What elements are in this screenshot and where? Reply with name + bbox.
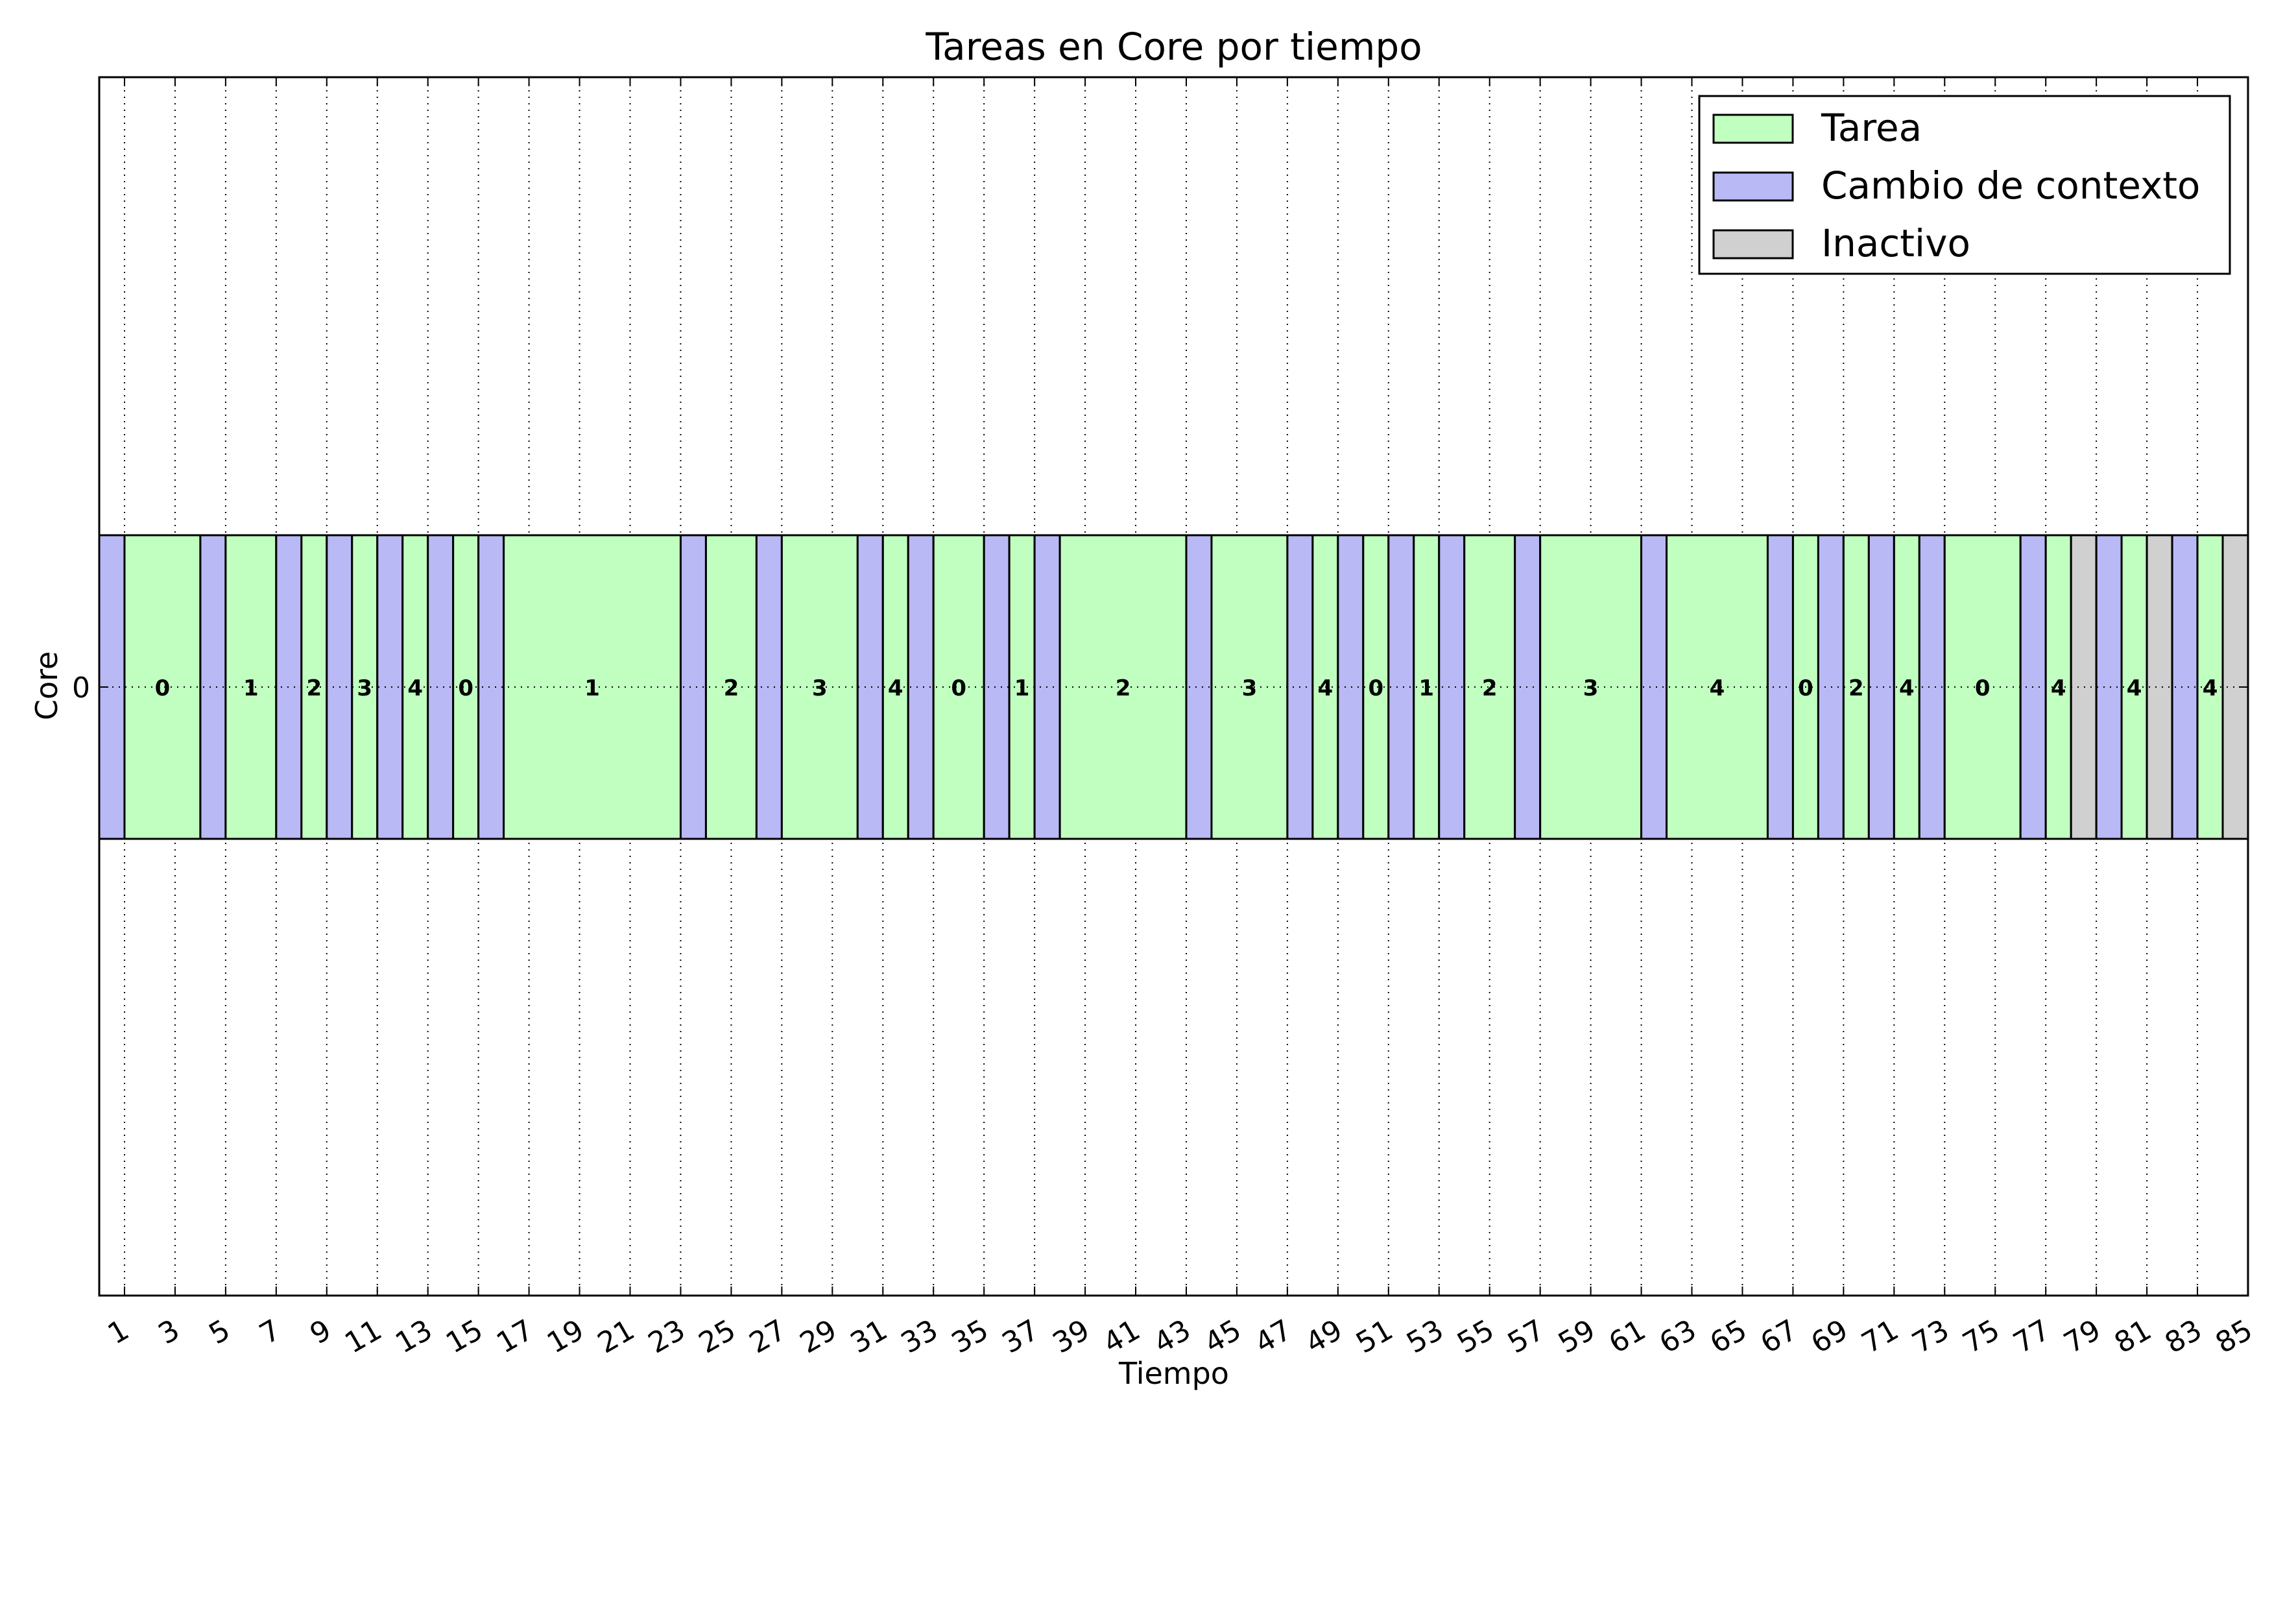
segment-label: 4 — [1710, 675, 1725, 701]
segment-switch — [1514, 534, 1542, 840]
segment-task — [1058, 534, 1188, 840]
segment-label: 4 — [2127, 675, 2142, 701]
y-axis-ticks: 0 — [72, 671, 2248, 705]
y-tick-label: 0 — [72, 671, 90, 705]
segment-label: 3 — [1242, 675, 1258, 701]
segment-label: 1 — [584, 675, 600, 701]
segment-task — [452, 534, 480, 840]
segment-label: 4 — [888, 675, 903, 701]
segment-labels: 0 1 2 3 4 0 1 2 3 4 0 1 2 3 4 0 1 2 3 4 0 2 4 0 4 4 4 — [155, 675, 2218, 701]
legend: Tarea Cambio de contexto Inactivo — [1698, 95, 2231, 275]
segment-label: 2 — [1848, 675, 1864, 701]
segment-task — [123, 534, 202, 840]
segment-label: 3 — [812, 675, 828, 701]
legend-label-idle: Inactivo — [1821, 221, 1970, 265]
segment-switch — [275, 534, 303, 840]
segment-switch — [856, 534, 884, 840]
y-axis-label: Core — [29, 651, 64, 720]
segment-label: 2 — [1116, 675, 1131, 701]
segment-switch — [1337, 534, 1365, 840]
segment-label: 0 — [458, 675, 473, 701]
segment-label: 2 — [1482, 675, 1498, 701]
x-axis-label: Tiempo — [1118, 1356, 1229, 1391]
chart-title: Tareas en Core por tiempo — [925, 25, 1422, 69]
segment-task — [351, 534, 379, 840]
segment-switch — [679, 534, 707, 840]
segment-label: 0 — [1975, 675, 1991, 701]
segment-label: 0 — [155, 675, 171, 701]
segment-label: 1 — [1014, 675, 1030, 701]
legend-swatch-idle — [1712, 229, 1794, 260]
segment-switch — [907, 534, 935, 840]
segment-switch — [1918, 534, 1946, 840]
segment-label: 2 — [724, 675, 739, 701]
segment-task — [224, 534, 278, 840]
segment-label: 0 — [1368, 675, 1383, 701]
segment-label: 4 — [407, 675, 423, 701]
segment-task — [2120, 534, 2148, 840]
segment-label: 2 — [306, 675, 322, 701]
gantt-segments — [98, 534, 2249, 840]
segment-switch — [1438, 534, 1466, 840]
legend-label-switch: Cambio de contexto — [1821, 163, 2200, 208]
segment-task — [1943, 534, 2022, 840]
segment-task — [704, 534, 758, 840]
segment-label: 4 — [1899, 675, 1915, 701]
segment-label: 3 — [357, 675, 372, 701]
legend-swatch-switch — [1712, 171, 1794, 202]
segment-label: 4 — [2203, 675, 2218, 701]
segment-label: 4 — [2051, 675, 2066, 701]
segment-switch — [1817, 534, 1845, 840]
segment-switch — [199, 534, 227, 840]
legend-swatch-task — [1712, 114, 1794, 144]
segment-switch — [2095, 534, 2123, 840]
segment-switch — [755, 534, 783, 840]
segment-label: 0 — [1798, 675, 1813, 701]
segment-label: 0 — [951, 675, 966, 701]
segment-idle — [2146, 534, 2173, 840]
segment-task — [1893, 534, 1920, 840]
segment-task — [1008, 534, 1036, 840]
segment-switch — [427, 534, 455, 840]
segment-idle — [2070, 534, 2098, 840]
legend-label-task: Tarea — [1821, 106, 1922, 150]
segment-label: 3 — [1583, 675, 1599, 701]
segment-switch — [2171, 534, 2199, 840]
segment-label: 1 — [243, 675, 259, 701]
segment-label: 1 — [1418, 675, 1434, 701]
segment-label: 4 — [1318, 675, 1333, 701]
